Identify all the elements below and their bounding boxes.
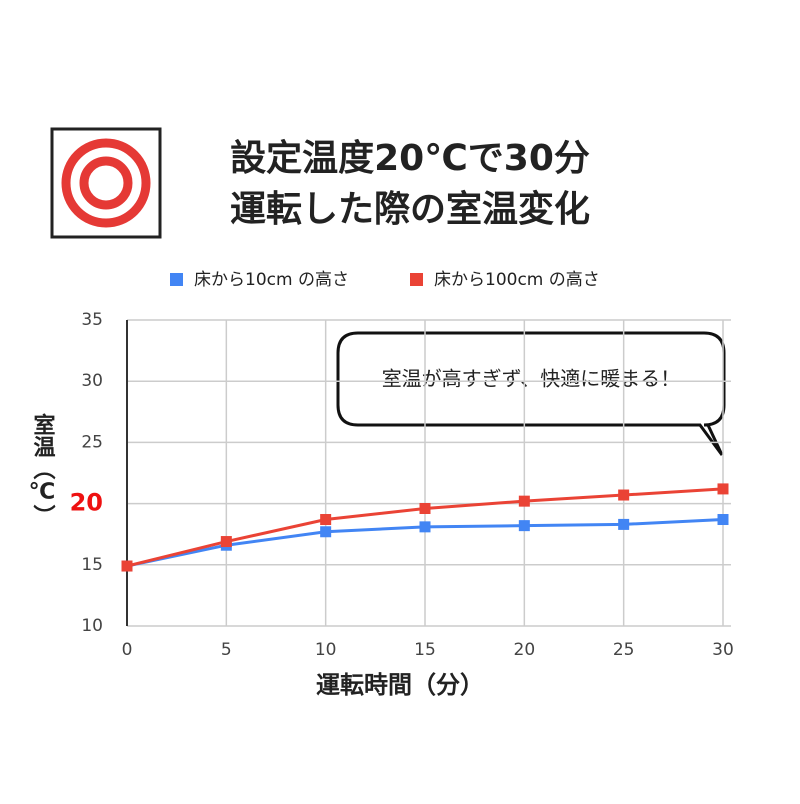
legend-swatch (170, 273, 183, 286)
x-tick-label: 20 (514, 640, 536, 660)
x-tick-label: 30 (712, 640, 734, 660)
y-tick-label: 20 (70, 489, 103, 517)
y-tick-label: 10 (81, 616, 103, 636)
point (121, 560, 133, 572)
point (320, 526, 332, 538)
point (618, 489, 630, 501)
legend-label: 床から100cm の高さ (434, 270, 600, 290)
callout (336, 331, 726, 456)
chart-title: 設定温度20℃で30分 (230, 138, 590, 179)
annotation: 室温が高すぎず、快適に暖まる！ (382, 367, 681, 391)
y-tick-label: 15 (81, 555, 103, 575)
y-axis-label: 室温（℃） (29, 413, 56, 527)
point (320, 514, 332, 526)
x-tick-label: 25 (613, 640, 635, 660)
point (419, 521, 431, 533)
point (618, 518, 630, 530)
y-tick-label: 35 (81, 310, 103, 330)
chart-title: 運転した際の室温変化 (230, 188, 590, 230)
legend-swatch (410, 273, 423, 286)
x-tick-label: 15 (414, 640, 436, 660)
point (220, 536, 232, 548)
point (717, 514, 729, 526)
point (518, 520, 530, 532)
x-tick-label: 5 (221, 640, 232, 660)
x-tick-label: 10 (315, 640, 337, 660)
y-axis-label-text: 室温（℃） (29, 413, 56, 527)
icon (50, 127, 162, 239)
x-axis-label: 運転時間（分） (316, 671, 484, 699)
legend-label: 床から10cm の高さ (194, 270, 349, 290)
point (717, 483, 729, 495)
y-tick-label: 25 (81, 432, 103, 452)
y-tick-label: 30 (81, 371, 103, 391)
point (518, 495, 530, 507)
point (419, 502, 431, 514)
x-tick-label: 0 (122, 640, 133, 660)
